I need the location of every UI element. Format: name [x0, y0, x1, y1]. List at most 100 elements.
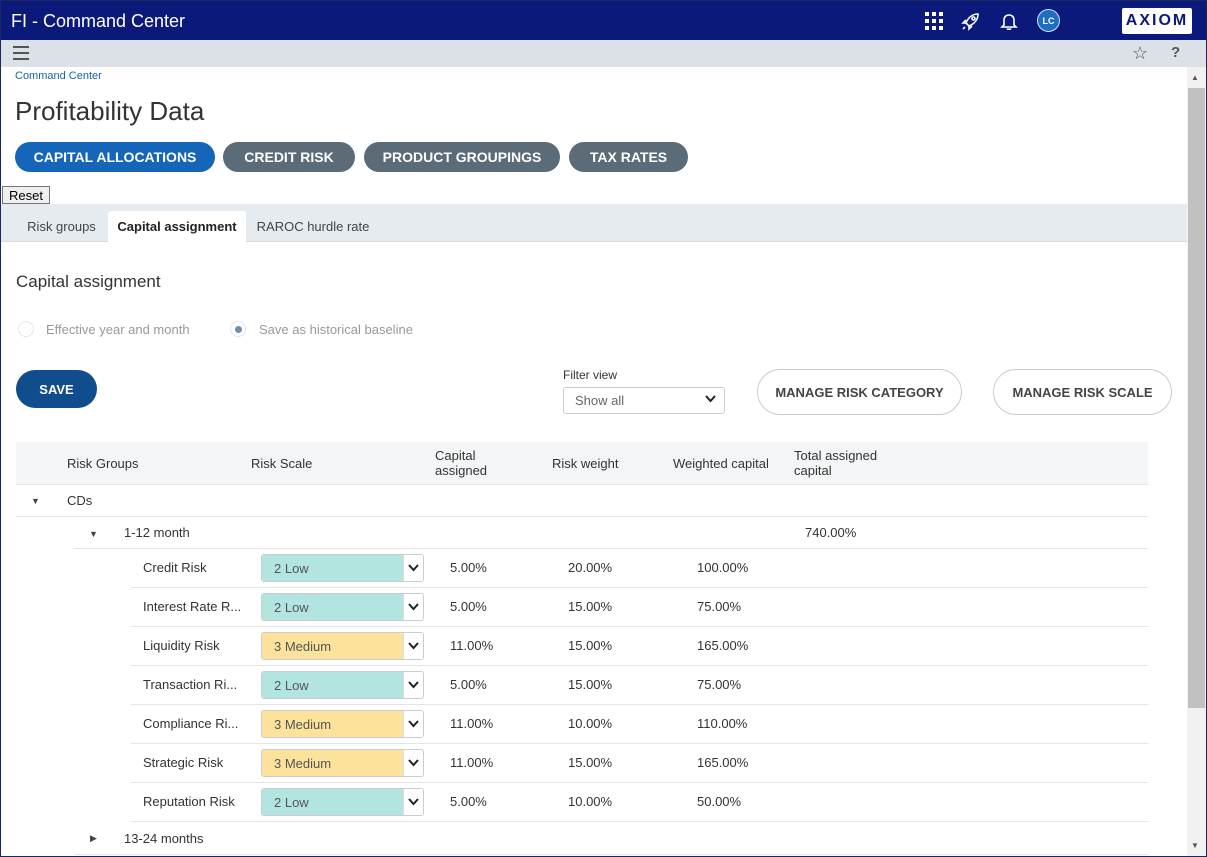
filter-value: Show all — [575, 393, 625, 408]
risk-name: Credit Risk — [143, 560, 207, 575]
manage-risk-category-button[interactable]: MANAGE RISK CATEGORY — [757, 369, 962, 415]
pill-product-groupings[interactable]: PRODUCT GROUPINGS — [364, 142, 560, 172]
pill-credit-risk[interactable]: CREDIT RISK — [223, 142, 355, 172]
app-title: FI - Command Center — [11, 11, 186, 31]
group-label: CDs — [67, 493, 93, 508]
subgroup-label: 13-24 months — [124, 831, 204, 846]
header-total-assigned-line2: capital — [794, 463, 832, 478]
chevron-down-icon[interactable] — [403, 633, 423, 659]
risk-name: Liquidity Risk — [143, 638, 220, 653]
risk-name: Transaction Ri... — [143, 677, 238, 692]
weighted-capital: 75.00% — [697, 677, 742, 692]
radio-historical-baseline[interactable] — [230, 321, 246, 337]
reset-button[interactable]: Reset — [2, 186, 50, 204]
pill-capital-allocations[interactable]: CAPITAL ALLOCATIONS — [15, 142, 215, 172]
table-row: Strategic Risk 3 Medium 11.00% 15.00% 165.00… — [131, 744, 1148, 783]
apps-grid-icon[interactable] — [922, 9, 946, 33]
risk-weight: 15.00% — [568, 677, 613, 692]
radio-label-baseline: Save as historical baseline — [259, 322, 413, 337]
header-risk-weight[interactable]: Risk weight — [552, 456, 619, 471]
caret-right-icon[interactable]: ▶ — [90, 833, 97, 843]
header-capital-assigned[interactable]: Capital assigned — [435, 448, 487, 478]
header-capital-assigned-line1: Capital — [435, 448, 476, 463]
star-icon[interactable]: ☆ — [1132, 43, 1149, 63]
header-risk-scale[interactable]: Risk Scale — [251, 456, 313, 471]
risk-weight: 15.00% — [568, 755, 613, 770]
chevron-down-icon[interactable] — [403, 555, 423, 581]
chevron-down-icon[interactable] — [403, 594, 423, 620]
table-row: Credit Risk 2 Low 5.00% 20.00% 100.00% — [131, 549, 1148, 588]
risk-scale-select[interactable]: 3 Medium — [261, 710, 424, 738]
risk-scale-value: 2 Low — [262, 672, 404, 698]
pill-tax-rates[interactable]: TAX RATES — [569, 142, 688, 172]
risk-name: Compliance Ri... — [143, 716, 239, 731]
subgroup-row: ▼ 1-12 month 740.00% — [74, 517, 1148, 549]
table-row: Interest Rate R... 2 Low 5.00% 15.00% 75.00% — [131, 588, 1148, 627]
user-avatar[interactable]: LC — [1037, 9, 1060, 32]
tab-capital-assignment[interactable]: Capital assignment — [108, 211, 246, 242]
header-risk-groups[interactable]: Risk Groups — [67, 456, 139, 471]
risk-scale-select[interactable]: 3 Medium — [261, 749, 424, 777]
rocket-icon[interactable] — [959, 9, 983, 33]
tab-bar: Risk groups Capital assignment RAROC hur… — [1, 204, 1187, 242]
header-weighted-capital[interactable]: Weighted capital — [673, 456, 769, 471]
help-icon[interactable]: ? — [1171, 44, 1181, 61]
chevron-down-icon[interactable] — [403, 750, 423, 776]
axiom-logo: AXIOM — [1122, 8, 1192, 34]
subgroup-row-13-24: ▶ 13-24 months — [74, 822, 1148, 855]
chevron-down-icon[interactable] — [403, 789, 423, 815]
risk-scale-select[interactable]: 2 Low — [261, 671, 424, 699]
bell-icon[interactable] — [997, 9, 1021, 33]
caret-down-icon[interactable]: ▼ — [31, 496, 40, 506]
risk-name: Strategic Risk — [143, 755, 224, 770]
scroll-up-icon[interactable]: ▲ — [1191, 73, 1199, 82]
grid-header: Risk Groups Risk Scale Capital assigned … — [16, 442, 1148, 485]
weighted-capital: 110.00% — [697, 716, 748, 731]
menu-icon[interactable] — [13, 46, 29, 60]
capital-assigned: 11.00% — [450, 638, 494, 653]
risk-scale-value: 3 Medium — [262, 633, 404, 659]
tab-risk-groups[interactable]: Risk groups — [27, 219, 96, 234]
weighted-capital: 165.00% — [697, 638, 749, 653]
tab-raroc-hurdle-rate[interactable]: RAROC hurdle rate — [256, 219, 370, 234]
chevron-down-icon[interactable] — [403, 711, 423, 737]
risk-weight: 10.00% — [568, 716, 613, 731]
table-row: Transaction Ri... 2 Low 5.00% 15.00% 75.00% — [131, 666, 1148, 705]
weighted-capital: 75.00% — [697, 599, 742, 614]
table-row: Compliance Ri... 3 Medium 11.00% 10.00% 110.… — [131, 705, 1148, 744]
header-total-assigned[interactable]: Total assigned capital — [794, 448, 877, 478]
risk-weight: 20.00% — [568, 560, 613, 575]
risk-scale-select[interactable]: 2 Low — [261, 554, 424, 582]
risk-scale-value: 3 Medium — [262, 711, 404, 737]
filter-select[interactable]: Show all — [563, 387, 725, 414]
risk-scale-select[interactable]: 2 Low — [261, 593, 424, 621]
subgroup-total: 740.00% — [805, 525, 857, 540]
table-row: Liquidity Risk 3 Medium 11.00% 15.00% 165.00… — [131, 627, 1148, 666]
risk-scale-value: 2 Low — [262, 555, 404, 581]
scrollbar-thumb[interactable] — [1188, 88, 1205, 708]
page-title: Profitability Data — [15, 96, 205, 126]
sub-toolbar: ☆ ? — [1, 40, 1206, 67]
weighted-capital: 100.00% — [697, 560, 749, 575]
scroll-down-icon[interactable]: ▼ — [1191, 841, 1199, 850]
capital-assigned: 5.00% — [450, 560, 487, 575]
manage-risk-scale-button[interactable]: MANAGE RISK SCALE — [993, 369, 1172, 415]
risk-scale-value: 3 Medium — [262, 750, 404, 776]
section-title: Capital assignment — [16, 272, 161, 291]
group-row-cds: ▼ CDs — [16, 485, 1148, 517]
capital-assigned: 11.00% — [450, 755, 494, 770]
caret-down-icon[interactable]: ▼ — [89, 529, 98, 539]
risk-weight: 15.00% — [568, 599, 613, 614]
risk-scale-value: 2 Low — [262, 594, 404, 620]
subgroup-label: 1-12 month — [124, 525, 190, 540]
capital-assigned: 5.00% — [450, 599, 487, 614]
risk-scale-select[interactable]: 2 Low — [261, 788, 424, 816]
capital-assigned: 11.00% — [450, 716, 494, 731]
weighted-capital: 50.00% — [697, 794, 742, 809]
breadcrumb[interactable]: Command Center — [15, 70, 102, 82]
risk-scale-select[interactable]: 3 Medium — [261, 632, 424, 660]
save-button[interactable]: SAVE — [16, 370, 97, 408]
risk-name: Reputation Risk — [143, 794, 235, 809]
chevron-down-icon[interactable] — [403, 672, 423, 698]
radio-effective-year-month[interactable] — [18, 321, 34, 337]
